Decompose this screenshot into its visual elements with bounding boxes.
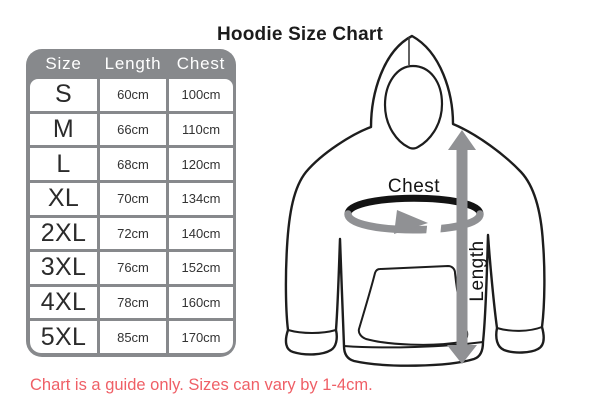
size-cell: 2XL xyxy=(30,217,97,250)
chest-cell: 100cm xyxy=(169,79,233,111)
size-cell: 4XL xyxy=(30,286,97,319)
chest-cell: 152cm xyxy=(169,252,233,284)
header-length: Length xyxy=(104,54,162,73)
chest-cell: 110cm xyxy=(169,113,233,146)
chest-arc-black xyxy=(344,194,484,218)
chest-cell: 134cm xyxy=(169,182,233,215)
size-cell: XL xyxy=(30,182,97,215)
header-chest: Chest xyxy=(176,54,226,73)
length-cell: 60cm xyxy=(100,79,166,111)
size-cell: L xyxy=(30,148,97,180)
length-cell: 66cm xyxy=(100,113,166,146)
length-arrow xyxy=(447,130,477,364)
hoodie-diagram: Chest Length xyxy=(284,34,546,367)
size-table-body: S 60cm 100cm M 66cm 110cm L 68cm 120cm X… xyxy=(30,79,233,353)
length-label: Length xyxy=(467,240,488,301)
chest-arrowhead xyxy=(394,210,428,234)
chest-arc-gap xyxy=(426,218,442,237)
length-cell: 78cm xyxy=(100,286,166,319)
length-cell: 68cm xyxy=(100,148,166,180)
footnote: Chart is a guide only. Sizes can vary by… xyxy=(30,376,373,394)
size-cell: 5XL xyxy=(30,321,97,353)
left-cuff-line xyxy=(287,329,337,334)
size-table-header-row: Size Length Chest xyxy=(30,49,233,79)
chest-arc-gray xyxy=(344,210,484,234)
chest-cell: 120cm xyxy=(169,148,233,180)
page-title: Hoodie Size Chart xyxy=(217,24,383,45)
right-cuff-line xyxy=(496,326,543,332)
length-cell: 72cm xyxy=(100,217,166,250)
size-cell: 3XL xyxy=(30,252,97,284)
header-size: Size xyxy=(45,54,82,73)
pocket-outline xyxy=(357,264,469,346)
size-cell: M xyxy=(30,113,97,146)
chest-cell: 140cm xyxy=(169,217,233,250)
size-table: Size Length Chest S 60cm 100cm M 66cm 11… xyxy=(26,49,236,357)
hood-opening xyxy=(383,64,444,150)
chest-cell: 170cm xyxy=(169,321,233,353)
length-cell: 70cm xyxy=(100,182,166,215)
chest-cell: 160cm xyxy=(169,286,233,319)
chest-label: Chest xyxy=(388,176,440,197)
length-cell: 85cm xyxy=(100,321,166,353)
length-cell: 76cm xyxy=(100,252,166,284)
size-cell: S xyxy=(30,79,97,111)
hem-line xyxy=(343,341,484,349)
